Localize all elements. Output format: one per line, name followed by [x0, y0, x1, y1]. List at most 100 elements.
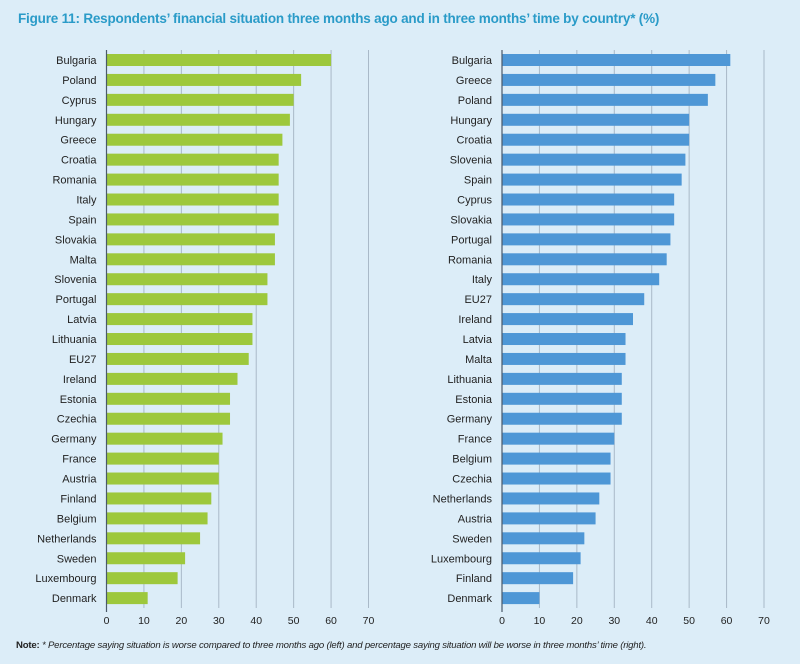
category-label: Sweden	[452, 533, 492, 545]
category-label: Bulgaria	[452, 55, 493, 67]
bar-lithuania	[106, 333, 253, 346]
bar-greece	[502, 73, 716, 86]
note: Note: * Percentage saying situation is w…	[16, 640, 647, 651]
x-tick-label: 50	[683, 615, 695, 627]
category-label: Finland	[60, 493, 96, 505]
category-label: Finland	[456, 573, 492, 585]
bar-romania	[502, 253, 667, 266]
category-label: Romania	[52, 175, 97, 187]
bar-france	[106, 452, 219, 465]
x-tick-label: 70	[363, 615, 375, 627]
category-label: Germany	[51, 434, 97, 446]
bar-estonia	[502, 392, 622, 405]
category-label: Latvia	[67, 314, 97, 326]
category-label: Spain	[68, 214, 96, 226]
bar-sweden	[106, 552, 186, 565]
x-tick-label: 0	[499, 615, 505, 627]
category-label: Ireland	[63, 374, 97, 386]
category-label: Cyprus	[457, 195, 492, 207]
bar-latvia	[502, 333, 626, 346]
category-label: France	[458, 434, 492, 446]
bar-hungary	[106, 113, 290, 126]
category-label: Slovenia	[450, 155, 493, 167]
category-label: Denmark	[447, 593, 492, 605]
category-label: Hungary	[55, 115, 97, 127]
bar-ireland	[106, 372, 238, 385]
bar-finland	[106, 492, 212, 505]
bar-netherlands	[502, 492, 600, 505]
x-tick-label: 10	[138, 615, 150, 627]
bar-spain	[106, 213, 279, 226]
bar-lithuania	[502, 372, 622, 385]
category-label: Ireland	[458, 314, 492, 326]
category-label: Germany	[447, 414, 493, 426]
category-label: Luxembourg	[35, 573, 96, 585]
bar-bulgaria	[502, 54, 731, 66]
bar-poland	[502, 93, 708, 106]
category-label: Croatia	[457, 135, 493, 147]
bar-cyprus	[502, 193, 675, 206]
category-label: Portugal	[56, 294, 97, 306]
x-tick-label: 40	[646, 615, 658, 627]
bar-eu27	[106, 352, 249, 365]
bar-romania	[106, 173, 279, 186]
category-label: Belgium	[452, 454, 492, 466]
category-label: Cyprus	[62, 95, 97, 107]
x-tick-label: 20	[571, 615, 583, 627]
category-label: Poland	[458, 95, 492, 107]
bar-estonia	[106, 392, 231, 405]
bar-ireland	[502, 313, 633, 326]
bar-portugal	[502, 233, 671, 246]
bar-czechia	[106, 412, 231, 425]
bar-austria	[502, 512, 596, 525]
category-label: Denmark	[52, 593, 97, 605]
category-label: Poland	[62, 75, 96, 87]
bar-malta	[106, 253, 275, 266]
category-label: Croatia	[61, 155, 97, 167]
bar-croatia	[502, 133, 690, 146]
category-label: Malta	[465, 354, 493, 366]
category-label: Czechia	[57, 414, 98, 426]
bar-luxembourg	[502, 552, 581, 565]
bar-germany	[502, 412, 622, 425]
category-label: Luxembourg	[431, 553, 492, 565]
category-label: France	[62, 454, 96, 466]
category-label: Italy	[472, 274, 493, 286]
category-label: EU27	[464, 294, 492, 306]
bar-malta	[502, 352, 626, 365]
bar-finland	[502, 572, 574, 585]
bar-spain	[502, 173, 682, 186]
category-label: Lithuania	[447, 374, 493, 386]
category-label: Bulgaria	[56, 55, 97, 67]
bar-bulgaria	[106, 54, 332, 66]
bar-czechia	[502, 472, 611, 485]
category-label: Austria	[458, 513, 493, 525]
category-label: Lithuania	[52, 334, 98, 346]
category-label: Belgium	[57, 513, 97, 525]
bar-austria	[106, 472, 219, 485]
bar-slovakia	[502, 213, 675, 226]
category-label: Netherlands	[433, 493, 493, 505]
x-tick-label: 40	[250, 615, 262, 627]
bar-slovenia	[106, 273, 268, 286]
category-label: Austria	[62, 474, 97, 486]
bar-cyprus	[106, 93, 294, 106]
bar-hungary	[502, 113, 690, 126]
category-label: Czechia	[452, 474, 493, 486]
category-label: Greece	[456, 75, 492, 87]
note-text: * Percentage saying situation is worse c…	[41, 640, 647, 651]
x-tick-label: 30	[608, 615, 620, 627]
category-label: Spain	[464, 175, 492, 187]
bar-poland	[106, 73, 302, 86]
category-label: Estonia	[60, 394, 98, 406]
bar-denmark	[106, 592, 148, 605]
category-label: Portugal	[451, 234, 492, 246]
bar-luxembourg	[106, 572, 178, 585]
bar-denmark	[502, 592, 540, 605]
x-tick-label: 60	[325, 615, 337, 627]
category-label: Italy	[76, 195, 97, 207]
bar-portugal	[106, 293, 268, 306]
bar-slovenia	[502, 153, 686, 166]
category-label: Greece	[60, 135, 96, 147]
